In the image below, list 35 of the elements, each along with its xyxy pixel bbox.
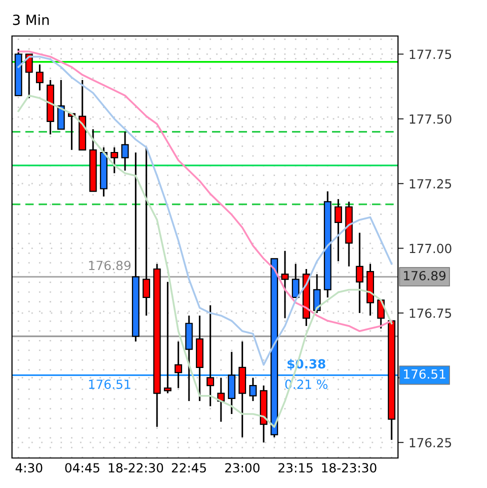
y-tick-label: 176.75 [410, 308, 452, 318]
chart-title: 3 Min [13, 14, 49, 26]
candlestick [121, 131, 129, 172]
candlestick [206, 304, 214, 407]
x-tick-label: 22:45 [172, 463, 206, 473]
candlestick [334, 198, 342, 262]
candlestick [57, 79, 65, 130]
x-tick-label: 23:15 [278, 463, 313, 473]
candlestick [377, 299, 385, 330]
annotation: 176.89 [89, 260, 131, 270]
annotation: 176.51 [89, 380, 130, 389]
candlestick [281, 250, 289, 319]
ref-line-label: 176.51 [404, 369, 446, 379]
line-series [17, 94, 393, 428]
y-tick-label: 177.25 [410, 179, 452, 188]
candlestick [356, 232, 364, 314]
candlestick [228, 351, 236, 415]
candlestick [249, 376, 257, 402]
x-tick-label: 04:45 [65, 463, 100, 473]
candlestick [164, 281, 172, 394]
x-tick-label: 23:00 [225, 463, 260, 473]
candlestick [313, 273, 321, 314]
candlestick [174, 340, 182, 389]
candlestick [110, 146, 118, 174]
candlestick [292, 263, 300, 298]
x-tick-label: 4:30 [16, 463, 42, 473]
x-tick-label: 18-22:30 [108, 463, 164, 473]
x-tick-label: 18-23:30 [322, 463, 376, 473]
ref-line-label: 176.89 [404, 270, 446, 280]
y-tick-label: 177.00 [410, 244, 452, 254]
candlestick [36, 64, 44, 92]
y-tick-label: 177.75 [410, 50, 452, 60]
y-tick-label: 177.50 [410, 114, 452, 124]
y-tick-label: 176.25 [410, 438, 452, 448]
candlestick [25, 53, 33, 99]
